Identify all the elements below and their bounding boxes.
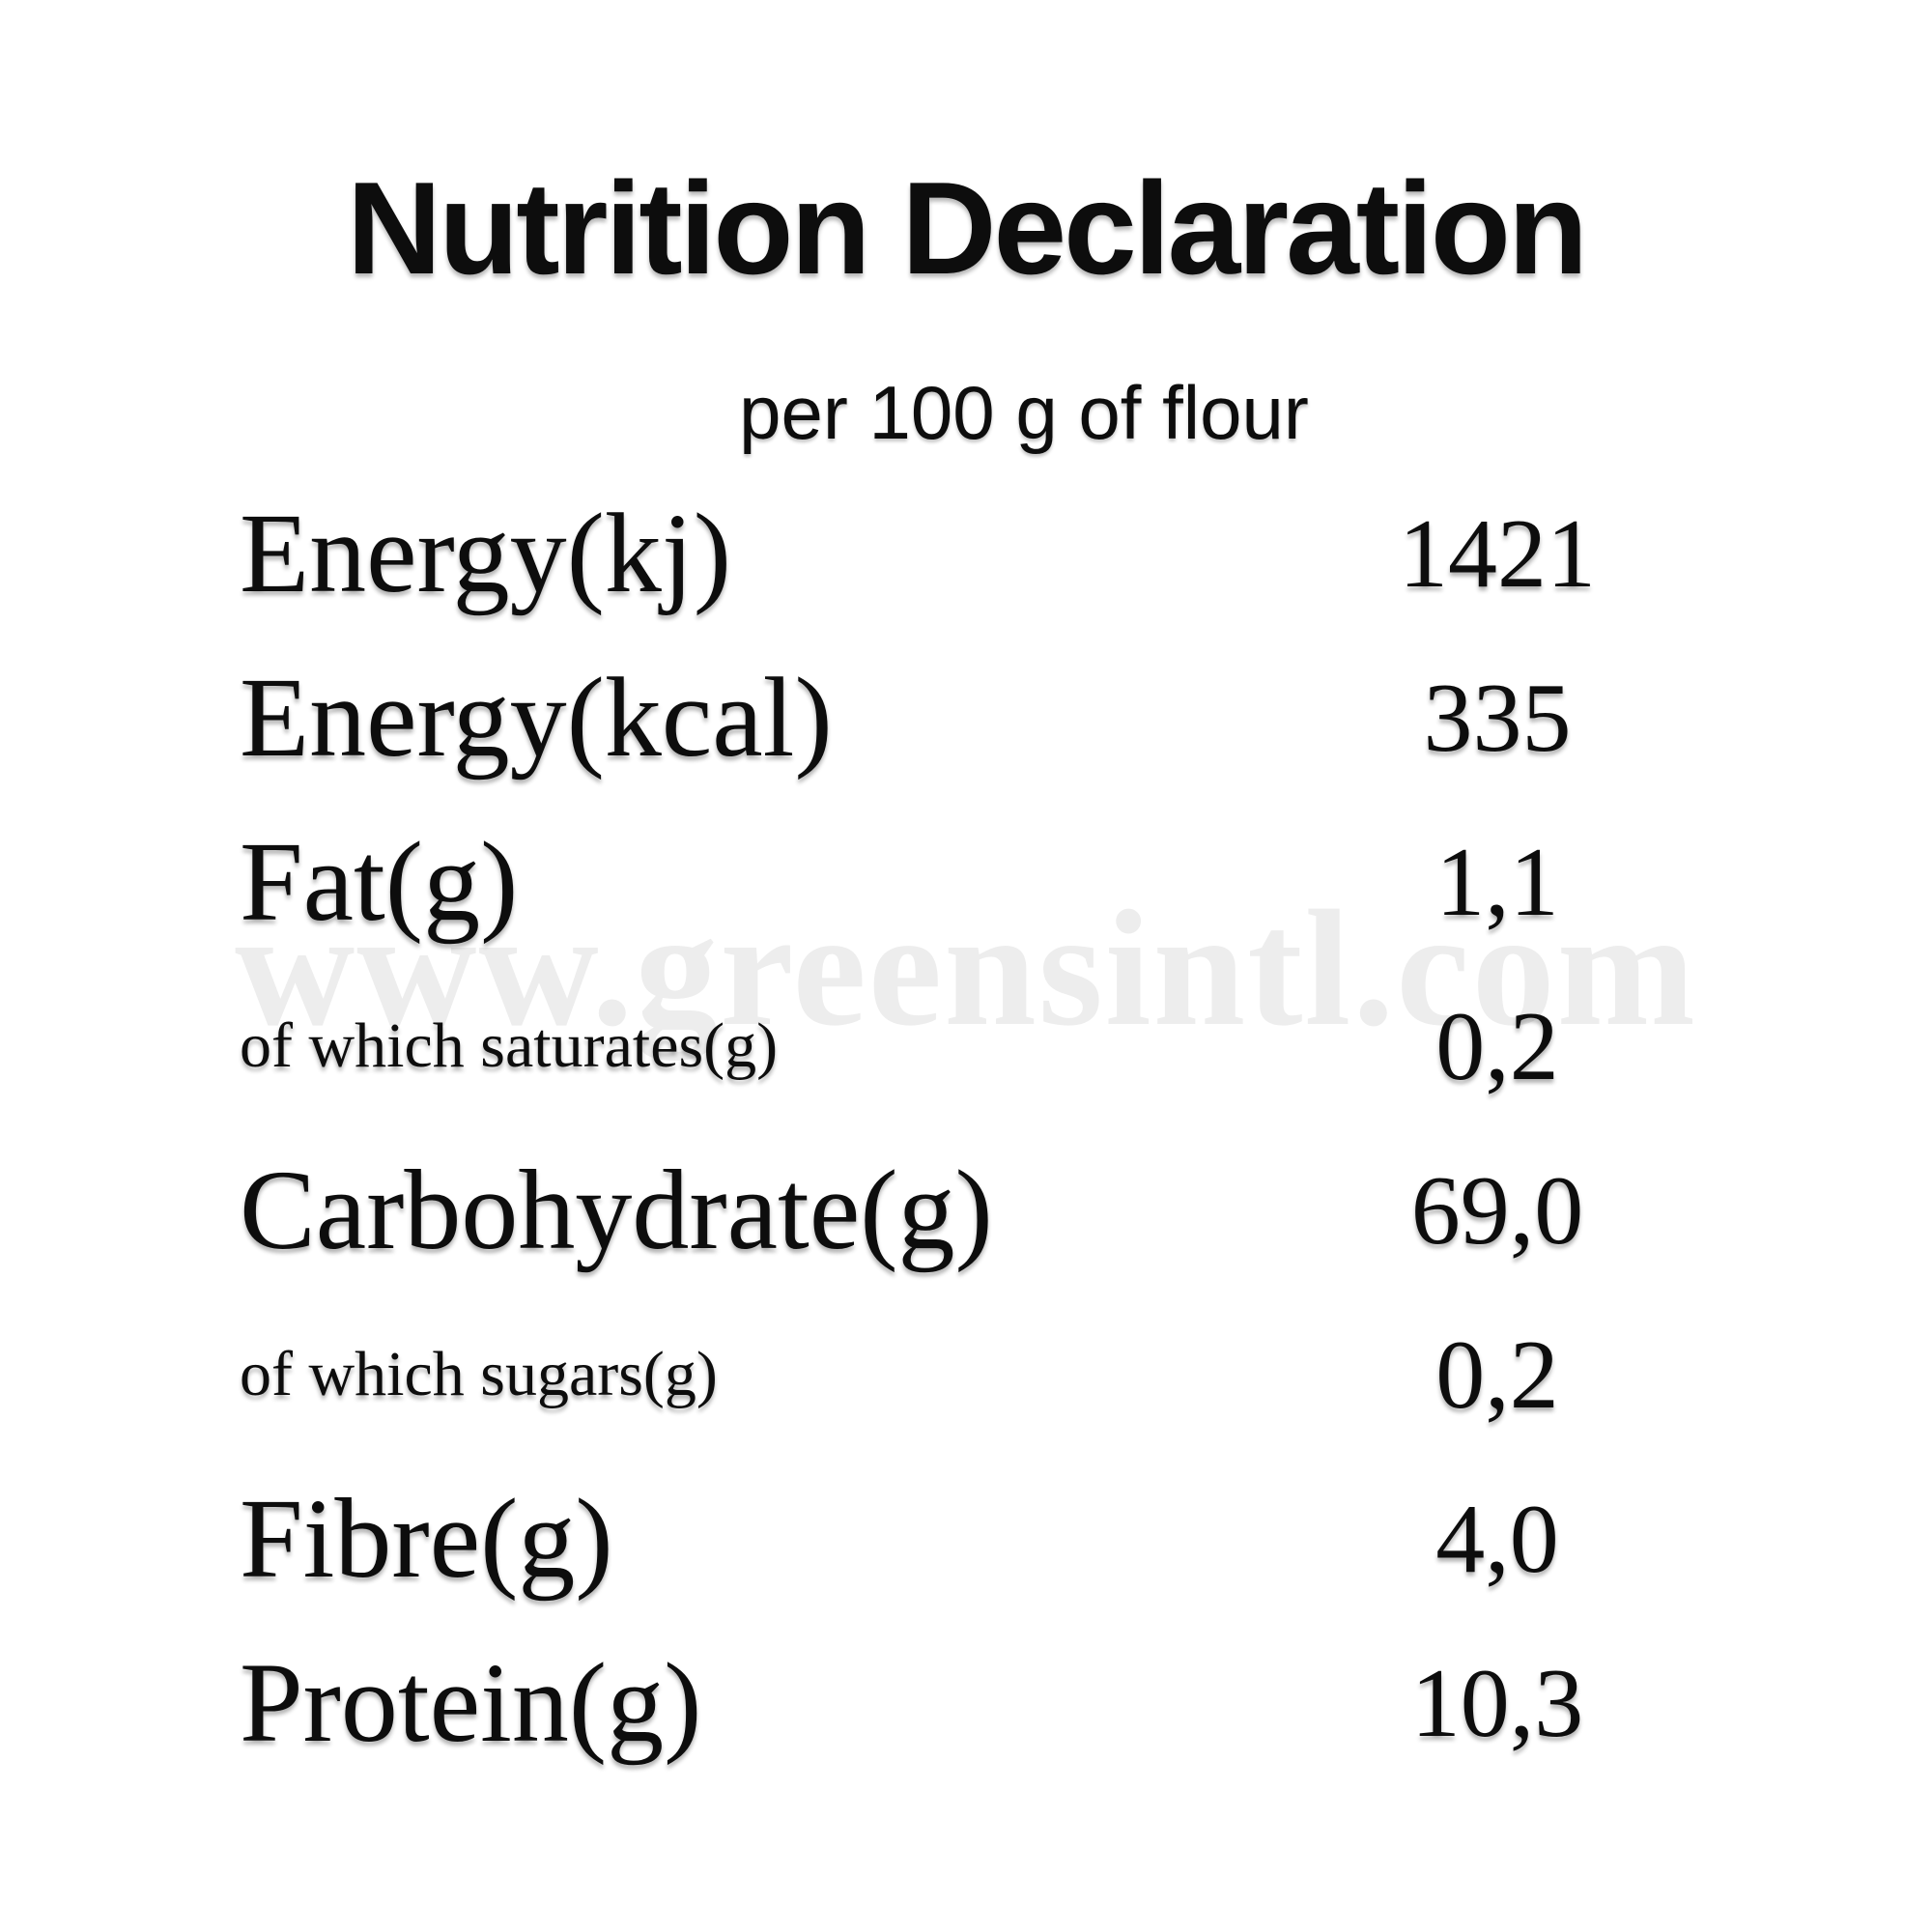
nutrient-value: 1,1 <box>1435 827 1559 937</box>
nutrient-label: Carbohydrate(g) <box>240 1147 993 1273</box>
nutrient-label: Energy(kcal) <box>240 654 833 781</box>
nutrition-row: Fibre(g) 4,0 <box>0 1457 1932 1621</box>
watermark-text: www.greensintl.com <box>235 877 1697 1061</box>
nutrient-value: 4,0 <box>1435 1484 1559 1594</box>
nutrient-label: of which sugars(g) <box>240 1339 718 1409</box>
nutrient-value: 69,0 <box>1410 1155 1584 1265</box>
nutrition-table: Energy(kj) 1421 Energy(kcal) 335 Fat(g) 1,1 of… <box>0 471 1932 1785</box>
nutrient-value: 335 <box>1423 663 1572 773</box>
nutrition-row: of which saturates(g) 0,2 <box>0 964 1932 1128</box>
nutrition-row: Fat(g) 1,1 <box>0 800 1932 964</box>
nutrient-value: 1421 <box>1399 498 1596 609</box>
nutrition-row: Protein(g) 10,3 <box>0 1621 1932 1785</box>
nutrient-label: Fat(g) <box>240 818 519 945</box>
page-title: Nutrition Declaration <box>347 155 1588 301</box>
nutrient-label: Protein(g) <box>240 1639 702 1766</box>
nutrient-label: Fibre(g) <box>240 1475 613 1602</box>
nutrition-row: Energy(kcal) 335 <box>0 636 1932 800</box>
nutrition-row: of which sugars(g) 0,2 <box>0 1293 1932 1457</box>
page-subtitle: per 100 g of flour <box>739 370 1309 455</box>
nutrition-row: Energy(kj) 1421 <box>0 471 1932 636</box>
nutrient-label: Energy(kj) <box>240 490 731 616</box>
nutrient-label: of which saturates(g) <box>240 1010 779 1081</box>
nutrition-row: Carbohydrate(g) 69,0 <box>0 1128 1932 1293</box>
nutrient-value: 10,3 <box>1410 1648 1584 1758</box>
nutrient-value: 0,2 <box>1435 991 1559 1101</box>
nutrient-value: 0,2 <box>1435 1320 1559 1430</box>
